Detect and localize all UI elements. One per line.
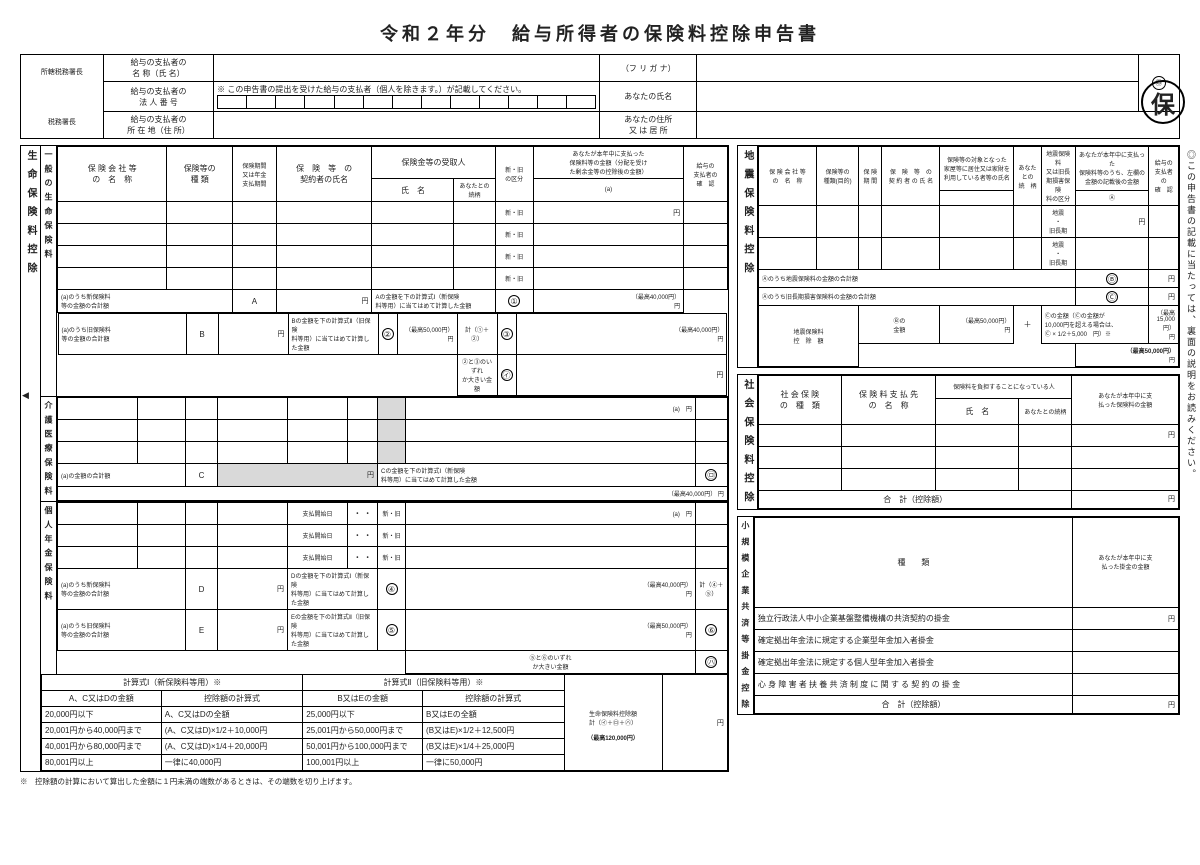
col-confirm: 給与の 支払者の 確 認 [684,147,728,202]
quake-section: 地 震 保 険 料 控 除 保 険 会 社 等 の 名 称 保険等の 種類(目的… [737,145,1180,368]
mutual-section: 小 規 模 企 業 共 済 等 掛 金 控 除 種 類 あなたが本年中に支 払っ… [737,516,1180,715]
seal-circle: 保 [1141,80,1185,124]
life-insurance-section: 生 命 保 険 料 控 除 一 般 の 生 命 保 険 料 保 険 会 社 等 … [20,145,729,772]
col-recipient: 保険金等の受取人 [372,147,495,179]
col-company: 保 険 会 社 等 の 名 称 [58,147,167,202]
side-note: ◎この申告書の記載に当たっては、裏面の説明をお読みください。 [1185,150,1198,710]
corp-note: ※ この申告書の提出を受けた給与の支払者（個人を除きます。）が記載してください。 [214,82,600,112]
furigana-label: （フ リ ガ ナ） [600,55,697,82]
social-section: 社 会 保 険 料 控 除 社 会 保 険 の 種 類 保 険 料 支 払 先 … [737,374,1180,510]
tax-office-head: 所轄税務署長 税務署長 [21,55,104,139]
col-contractor: 保 険 等 の 契約者の氏名 [276,147,372,202]
your-name-label: あなたの氏名 [600,82,697,112]
life-section-label: 生 命 保 険 料 控 除 [21,146,41,771]
life-pension-label: 個 人 年 金 保 険 料 [41,502,57,674]
col-period: 保険期間 又は年金 支払期間 [233,147,277,202]
payer-corp-label: 給与の支払者の 法 人 番 号 [103,82,213,112]
payer-name-field[interactable] [214,55,600,82]
life-general-label: 一 般 の 生 命 保 険 料 [41,146,57,396]
col-paid: あなたが本年中に支払った 保険料等の金額（分配を受け た剰余金等の控除後の金額） [533,147,683,179]
col-type: 保険等の 種 類 [167,147,233,202]
your-name-field[interactable] [697,82,1139,112]
life-nursing-label: 介 護 医 療 保 険 料 [41,397,57,501]
marker: ◀ [22,390,29,401]
page-title: 令和２年分 給与所得者の保険料控除申告書 [20,20,1180,46]
payer-addr-label: 給与の支払者の 所 在 地（住 所） [103,112,213,139]
col-newold: 新・旧 の区分 [495,147,533,202]
furigana-field[interactable] [697,55,1139,82]
life-total-label: 生命保険料控除額 計（㋑＋㋺＋㋩） （最高120,000円） [564,675,662,771]
your-addr-field[interactable] [697,112,1180,139]
formula-table: 計算式Ⅰ（新保険料等用）※ 計算式Ⅱ（旧保険料等用）※ 生命保険料控除額 計（㋑… [41,674,728,771]
footnote: ※ 控除額の計算において算出した金額に１円未満の端数があるときは、その端数を切り… [20,776,729,787]
payer-addr-field[interactable] [214,112,600,139]
payer-name-label: 給与の支払者の 名 称（氏 名） [103,55,213,82]
your-addr-label: あなたの住所 又 は 居 所 [600,112,697,139]
header-block: 所轄税務署長 税務署長 給与の支払者の 名 称（氏 名） （フ リ ガ ナ） ㊞… [20,54,1180,139]
